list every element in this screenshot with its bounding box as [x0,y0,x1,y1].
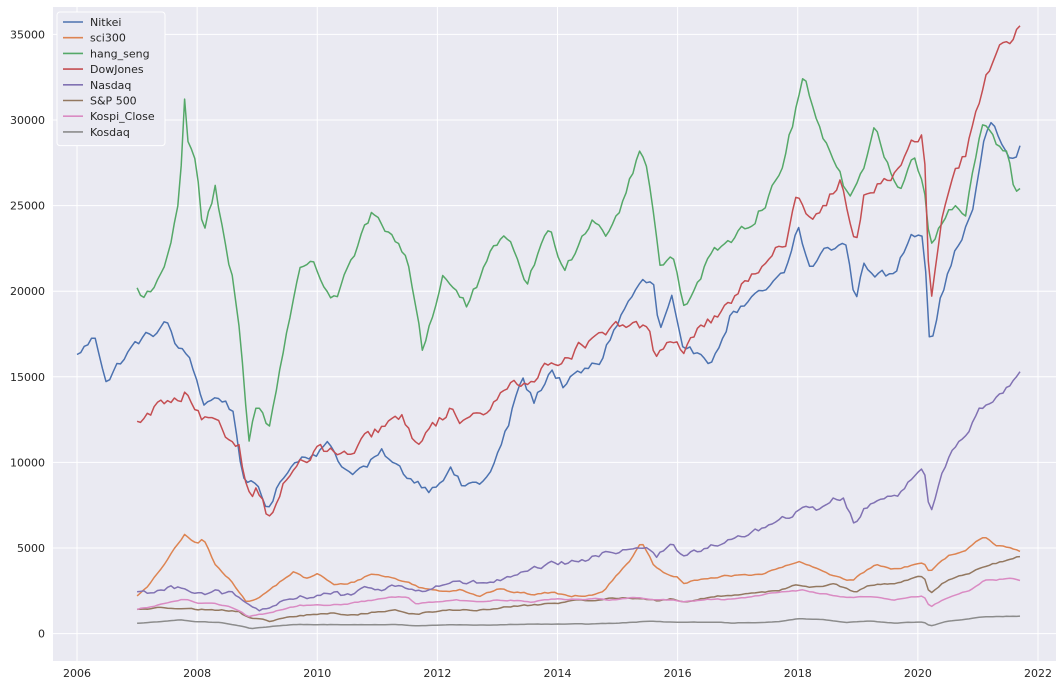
series-line-nasdaq [137,371,1021,612]
x-tick-label: 2014 [544,667,572,680]
series-line-nitkei [76,121,1021,508]
x-tick-label: 2018 [784,667,812,680]
legend-label: sci300 [90,32,126,45]
series-line-kosdaq [137,615,1021,630]
y-tick-label: 25000 [10,200,45,213]
x-tick-label: 2012 [423,667,451,680]
legend-label: DowJones [90,63,144,76]
legend-label: S&P 500 [90,95,137,108]
y-tick-label: 10000 [10,456,45,469]
legend-label: hang_seng [90,47,150,60]
legend-label: Nasdaq [90,79,131,92]
y-tick-label: 35000 [10,28,45,41]
legend-label: Nitkei [90,16,121,29]
x-tick-label: 2020 [904,667,932,680]
y-axis: 0 5000 10000 15000 20000 25000 30000 35000 [10,28,45,640]
series-line-dowjones [136,25,1021,517]
x-tick-label: 2006 [63,667,91,680]
x-axis: 2006 2008 2010 2012 2014 2016 2018 2020 2022 [63,667,1052,680]
series-lines [76,25,1021,630]
x-tick-label: 2022 [1024,667,1052,680]
legend-label: Kospi_Close [90,110,155,123]
y-tick-label: 20000 [10,285,45,298]
x-tick-label: 2008 [183,667,211,680]
plot-area [53,7,1056,661]
legend-box [56,11,166,147]
series-line-kospi-close [136,577,1021,618]
series-line-hang-seng [136,78,1021,442]
y-tick-label: 30000 [10,114,45,127]
legend-label: Kosdaq [90,126,130,139]
x-tick-label: 2010 [303,667,331,680]
y-tick-label: 5000 [17,542,45,555]
y-tick-label: 15000 [10,371,45,384]
series-line-sci300 [136,533,1021,603]
x-tick-label: 2016 [664,667,692,680]
legend: Nitkei sci300 hang_seng DowJones Nasdaq S&P 5… [56,11,166,147]
y-tick-label: 0 [38,628,45,641]
